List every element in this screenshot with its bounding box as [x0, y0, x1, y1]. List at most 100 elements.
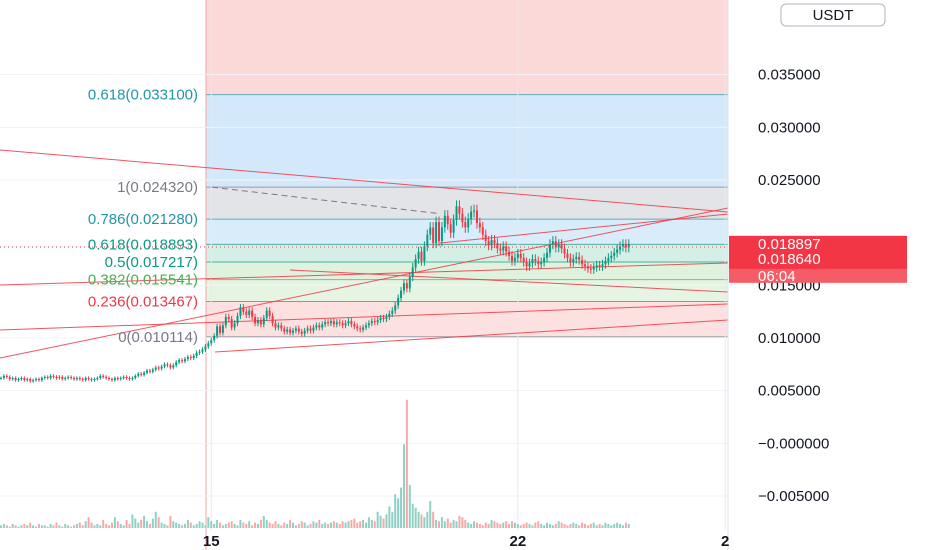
candle-body — [475, 210, 478, 224]
volume-bar — [560, 522, 563, 528]
fib-label-1: 1(0.024320) — [117, 179, 198, 196]
candlestick-series — [0, 200, 728, 383]
trend-line-0 — [0, 149, 729, 213]
volume-bar — [262, 515, 265, 528]
volume-bar — [49, 523, 52, 528]
volume-bar — [388, 506, 391, 528]
volume-bar — [508, 523, 511, 528]
candle-body — [490, 240, 493, 246]
candle-body — [113, 378, 116, 381]
volume-bar — [572, 522, 575, 528]
volume-bar — [99, 525, 102, 528]
candle-body — [616, 249, 619, 253]
volume-bar — [332, 521, 335, 528]
volume-bar — [75, 523, 78, 528]
currency-badge[interactable]: USDT — [780, 3, 886, 27]
volume-bar — [400, 487, 403, 528]
fib-label-7: 0(0.010114) — [118, 329, 198, 346]
volume-bar — [397, 498, 400, 528]
candle-body — [627, 244, 630, 248]
volume-bar — [23, 523, 26, 528]
volume-bar — [405, 399, 408, 528]
volume-bar — [420, 514, 423, 528]
candle-body — [464, 222, 467, 228]
candle-body — [484, 234, 487, 242]
volume-bar — [540, 523, 543, 528]
volume-bar — [598, 523, 601, 528]
candle-body — [414, 259, 417, 268]
volume-bar — [440, 517, 443, 528]
candle-body — [449, 224, 452, 233]
candle-body — [513, 257, 516, 262]
volume-bar — [119, 523, 122, 528]
volume-bar — [607, 523, 610, 528]
candle-body — [621, 244, 624, 247]
candle-body — [90, 379, 93, 381]
volume-bar — [265, 519, 268, 528]
volume-bar — [169, 515, 172, 528]
volume-bar — [102, 519, 105, 528]
volume-bar — [5, 525, 8, 528]
candle-body — [426, 234, 429, 247]
candle-body — [586, 266, 589, 269]
volume-bar — [578, 525, 581, 528]
x-tick-label-2: 2 — [721, 533, 729, 550]
candle-body — [17, 379, 20, 381]
volume-bar — [376, 511, 379, 528]
volume-bar — [496, 522, 499, 528]
candle-body — [58, 376, 61, 379]
fib-zone-top — [206, 0, 728, 95]
candle-body — [408, 276, 411, 289]
candle-body — [499, 248, 502, 251]
candle-body — [277, 325, 280, 328]
candle-body — [420, 251, 423, 262]
candle-body — [0, 378, 2, 380]
volume-bar — [221, 525, 224, 528]
volume-bar — [408, 484, 411, 528]
candle-body — [338, 322, 341, 324]
candle-body — [405, 283, 408, 289]
volume-bar — [467, 522, 470, 528]
candle-body — [548, 244, 551, 253]
volume-bar — [563, 523, 566, 528]
candle-body — [2, 375, 5, 379]
candle-body — [216, 326, 219, 336]
volume-bar — [528, 523, 531, 528]
volume-bar — [557, 521, 560, 528]
volume-bar — [435, 519, 438, 528]
candle-body — [347, 321, 350, 324]
candle-body — [294, 328, 297, 331]
candle-body — [224, 316, 227, 326]
volume-bar — [280, 525, 283, 528]
candle-body — [137, 373, 140, 376]
candle-body — [207, 343, 210, 347]
candle-body — [540, 262, 543, 265]
volume-bar — [604, 522, 607, 528]
volume-bar — [312, 521, 315, 528]
candle-body — [525, 262, 528, 267]
candle-body — [148, 370, 151, 372]
volume-bars — [0, 399, 630, 528]
candle-body — [443, 215, 446, 228]
volume-bar — [251, 525, 254, 528]
candle-body — [391, 310, 394, 314]
volume-bar — [546, 522, 549, 528]
candle-body — [470, 211, 473, 219]
volume-bar — [0, 525, 2, 528]
candle-body — [566, 253, 569, 258]
volume-bar — [458, 515, 461, 528]
volume-bar — [537, 521, 540, 528]
volume-bar — [20, 525, 23, 528]
candle-body — [157, 367, 160, 369]
candle-body — [327, 322, 330, 324]
volume-bar — [283, 522, 286, 528]
candle-body — [40, 378, 43, 381]
volume-bar — [402, 444, 405, 528]
candle-body — [438, 222, 440, 242]
candle-body — [189, 356, 192, 359]
candle-body — [569, 257, 572, 263]
volume-bar — [300, 521, 303, 528]
candle-body — [619, 246, 622, 250]
x-tick-label-1: 22 — [509, 533, 526, 550]
